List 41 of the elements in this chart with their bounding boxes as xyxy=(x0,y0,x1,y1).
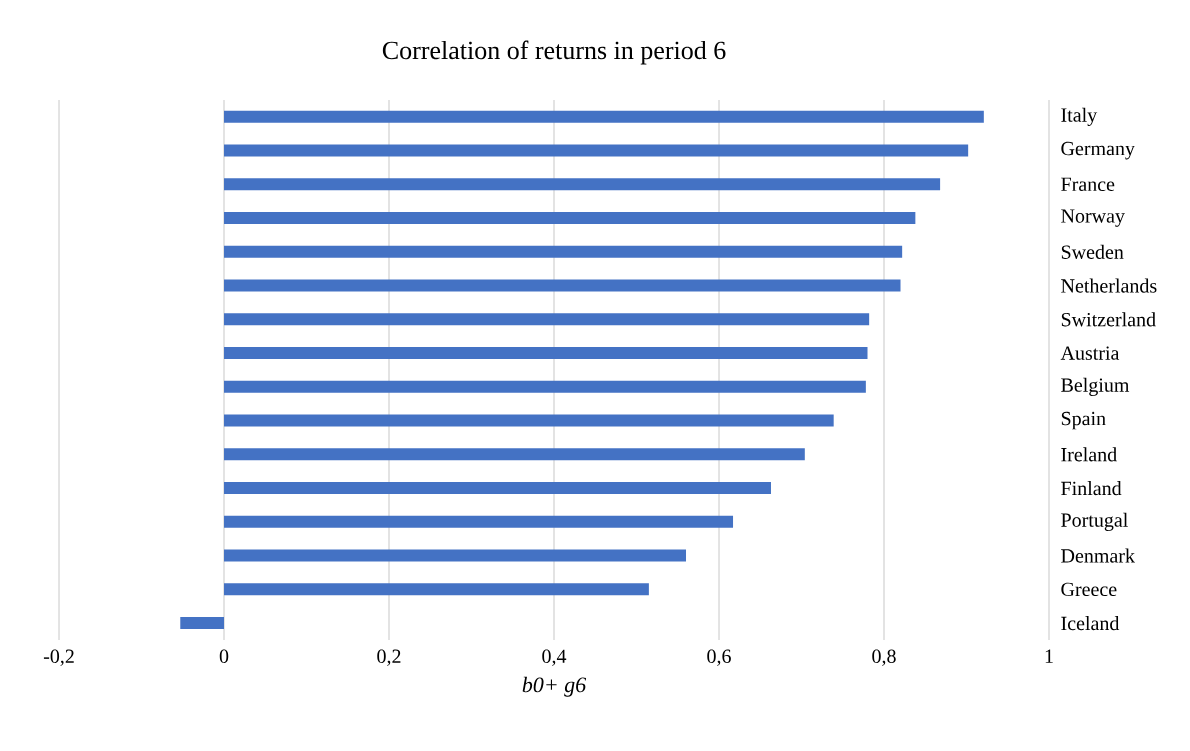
y-tick-label: Austria xyxy=(1060,346,1120,360)
y-tick-label: Belgium xyxy=(1061,377,1130,396)
bar xyxy=(224,279,901,292)
bar xyxy=(224,347,868,360)
y-tick-label: Switzerland xyxy=(1061,312,1156,327)
x-axis-title: b0+ g6 xyxy=(522,676,587,697)
y-tick-label: Spain xyxy=(1061,411,1106,430)
bar xyxy=(224,212,916,225)
bar xyxy=(224,583,649,596)
y-tick-label: Sweden xyxy=(1061,244,1124,259)
y-tick-label: Netherlands xyxy=(1061,278,1157,293)
y-tick-label: Ireland xyxy=(1061,447,1117,462)
bar xyxy=(224,110,984,123)
y-tick-label: France xyxy=(1061,177,1115,192)
x-tick-label: 0,6 xyxy=(707,649,731,666)
x-tick-label: 0,4 xyxy=(542,649,567,666)
y-tick-label: Denmark xyxy=(1061,548,1135,563)
x-tick-label: 1 xyxy=(1045,649,1053,663)
bar xyxy=(224,380,866,393)
bar xyxy=(224,178,941,191)
bar xyxy=(224,245,903,258)
y-tick-label: Finland xyxy=(1061,481,1122,496)
y-tick-label: Iceland xyxy=(1061,616,1120,631)
y-tick-label: Italy xyxy=(1061,107,1098,126)
chart-title: Correlation of returns in period 6 xyxy=(382,40,726,65)
bar xyxy=(224,414,834,427)
bar xyxy=(224,313,870,326)
y-tick-label: Germany xyxy=(1061,141,1135,160)
x-tick-label: 0,2 xyxy=(377,649,401,666)
x-tick-label: 0,8 xyxy=(872,649,896,666)
x-tick-label: -0,2 xyxy=(43,649,74,666)
y-tick-label: Greece xyxy=(1061,582,1117,597)
bar xyxy=(224,515,734,528)
x-tick-label: 0 xyxy=(219,649,229,664)
y-tick-label: Norway xyxy=(1061,209,1125,227)
y-tick-label: Portugal xyxy=(1061,512,1128,531)
bar xyxy=(224,144,969,157)
bar xyxy=(224,482,771,495)
bar xyxy=(224,448,805,461)
bar xyxy=(224,549,687,562)
bar xyxy=(180,617,225,630)
